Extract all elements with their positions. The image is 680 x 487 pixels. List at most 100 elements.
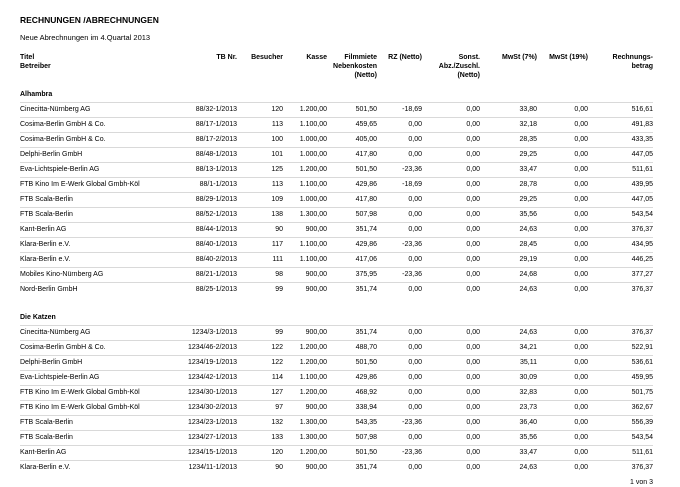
cell-kasse: 1.000,00 xyxy=(283,147,327,163)
cell-rz: 0,00 xyxy=(377,400,422,416)
cell-betreiber: FTB Kino Im E-Werk Global Gmbh-Köl xyxy=(20,177,177,193)
cell-filmmiete: 459,65 xyxy=(327,117,377,133)
cell-sonst: 0,00 xyxy=(422,207,480,223)
cell-mwst7: 28,35 xyxy=(480,132,537,148)
cell-besucher: 133 xyxy=(237,430,283,446)
cell-mwst7: 35,56 xyxy=(480,430,537,446)
cell-betrag: 362,67 xyxy=(588,400,653,416)
cell-kasse: 1.200,00 xyxy=(283,355,327,371)
cell-betrag: 511,61 xyxy=(588,162,653,178)
cell-kasse: 1.000,00 xyxy=(283,192,327,208)
cell-filmmiete: 375,95 xyxy=(327,267,377,283)
cell-sonst: 0,00 xyxy=(422,370,480,386)
cell-sonst: 0,00 xyxy=(422,325,480,341)
cell-mwst7: 24,63 xyxy=(480,325,537,341)
table-row: Cinecitta-Nürnberg AG 88/32-1/2013 120 1.20… xyxy=(20,102,653,118)
cell-betreiber: FTB Kino Im E-Werk Global Gmbh-Köl xyxy=(20,400,177,416)
cell-mwst7: 35,56 xyxy=(480,207,537,223)
cell-kasse: 900,00 xyxy=(283,460,327,475)
col-header-besucher: Besucher xyxy=(251,54,283,61)
cell-besucher: 109 xyxy=(237,192,283,208)
cell-betreiber: FTB Scala-Berlin xyxy=(20,415,177,431)
cell-tb-nr: 88/17-2/2013 xyxy=(177,132,237,148)
cell-mwst19: 0,00 xyxy=(537,282,588,297)
report-table: Titel Betreiber TB Nr. Besucher Kasse Filmmie… xyxy=(20,53,653,475)
cell-betrag: 434,95 xyxy=(588,237,653,253)
cell-betrag: 433,35 xyxy=(588,132,653,148)
cell-sonst: 0,00 xyxy=(422,400,480,416)
cell-betreiber: Nord-Berlin GmbH xyxy=(20,282,177,297)
cell-mwst7: 30,09 xyxy=(480,370,537,386)
col-header-sonst: Sonst. Abz./Zuschl. (Netto) xyxy=(438,54,480,79)
cell-kasse: 1.300,00 xyxy=(283,430,327,446)
cell-tb-nr: 1234/30-2/2013 xyxy=(177,400,237,416)
cell-filmmiete: 351,74 xyxy=(327,222,377,238)
cell-mwst19: 0,00 xyxy=(537,445,588,461)
cell-rz: -23,36 xyxy=(377,162,422,178)
table-row: FTB Kino Im E-Werk Global Gmbh-Köl 1234/3… xyxy=(20,385,653,401)
cell-mwst7: 33,47 xyxy=(480,445,537,461)
col-header-mwst19: MwSt (19%) xyxy=(549,54,588,61)
cell-filmmiete: 501,50 xyxy=(327,355,377,371)
cell-mwst19: 0,00 xyxy=(537,325,588,341)
table-row: FTB Kino Im E-Werk Global Gmbh-Köl 1234/3… xyxy=(20,400,653,416)
table-row: Delphi-Berlin GmbH 1234/19-1/2013 122 1.200… xyxy=(20,355,653,371)
cell-filmmiete: 488,70 xyxy=(327,340,377,356)
cell-mwst7: 32,18 xyxy=(480,117,537,133)
cell-besucher: 132 xyxy=(237,415,283,431)
cell-mwst7: 29,25 xyxy=(480,192,537,208)
cell-rz: 0,00 xyxy=(377,147,422,163)
cell-besucher: 117 xyxy=(237,237,283,253)
page-title: RECHNUNGEN /ABRECHNUNGEN xyxy=(20,15,159,25)
cell-betrag: 439,95 xyxy=(588,177,653,193)
cell-betrag: 446,25 xyxy=(588,252,653,268)
cell-kasse: 1.100,00 xyxy=(283,370,327,386)
cell-kasse: 1.300,00 xyxy=(283,207,327,223)
cell-kasse: 1.100,00 xyxy=(283,252,327,268)
cell-sonst: 0,00 xyxy=(422,282,480,297)
cell-mwst7: 34,21 xyxy=(480,340,537,356)
cell-kasse: 1.100,00 xyxy=(283,177,327,193)
table-row: Eva-Lichtspiele-Berlin AG 88/13-1/2013 125… xyxy=(20,162,653,178)
cell-tb-nr: 1234/27-1/2013 xyxy=(177,430,237,446)
cell-tb-nr: 88/40-2/2013 xyxy=(177,252,237,268)
group-header: Die Katzen xyxy=(20,314,56,321)
cell-mwst19: 0,00 xyxy=(537,415,588,431)
cell-kasse: 900,00 xyxy=(283,267,327,283)
cell-besucher: 122 xyxy=(237,340,283,356)
cell-rz: 0,00 xyxy=(377,117,422,133)
col-header-filmmiete: Filmmiete Nebenkosten (Netto) xyxy=(333,54,377,79)
cell-rz: 0,00 xyxy=(377,370,422,386)
cell-betrag: 522,91 xyxy=(588,340,653,356)
cell-filmmiete: 507,98 xyxy=(327,430,377,446)
cell-mwst19: 0,00 xyxy=(537,222,588,238)
cell-rz: 0,00 xyxy=(377,430,422,446)
cell-mwst19: 0,00 xyxy=(537,385,588,401)
cell-mwst19: 0,00 xyxy=(537,400,588,416)
cell-mwst19: 0,00 xyxy=(537,460,588,475)
cell-mwst7: 35,11 xyxy=(480,355,537,371)
cell-besucher: 99 xyxy=(237,282,283,297)
cell-betrag: 377,27 xyxy=(588,267,653,283)
cell-filmmiete: 417,06 xyxy=(327,252,377,268)
cell-filmmiete: 501,50 xyxy=(327,162,377,178)
table-row: Cosima-Berlin GmbH & Co. 88/17-1/2013 113 1… xyxy=(20,117,653,133)
cell-mwst19: 0,00 xyxy=(537,370,588,386)
cell-betreiber: Cosima-Berlin GmbH & Co. xyxy=(20,132,177,148)
cell-rz: 0,00 xyxy=(377,192,422,208)
cell-mwst19: 0,00 xyxy=(537,177,588,193)
cell-besucher: 113 xyxy=(237,117,283,133)
cell-sonst: 0,00 xyxy=(422,267,480,283)
table-row: Cosima-Berlin GmbH & Co. 1234/46-2/2013 12… xyxy=(20,340,653,356)
cell-mwst7: 33,47 xyxy=(480,162,537,178)
cell-sonst: 0,00 xyxy=(422,445,480,461)
cell-kasse: 1.200,00 xyxy=(283,340,327,356)
cell-sonst: 0,00 xyxy=(422,222,480,238)
cell-tb-nr: 88/1-1/2013 xyxy=(177,177,237,193)
cell-besucher: 101 xyxy=(237,147,283,163)
table-row: FTB Kino Im E-Werk Global Gmbh-Köl 88/1-1… xyxy=(20,177,653,193)
table-row: Klara-Berlin e.V. 88/40-2/2013 111 1.100,00… xyxy=(20,252,653,268)
cell-rz: -18,69 xyxy=(377,102,422,118)
cell-sonst: 0,00 xyxy=(422,252,480,268)
